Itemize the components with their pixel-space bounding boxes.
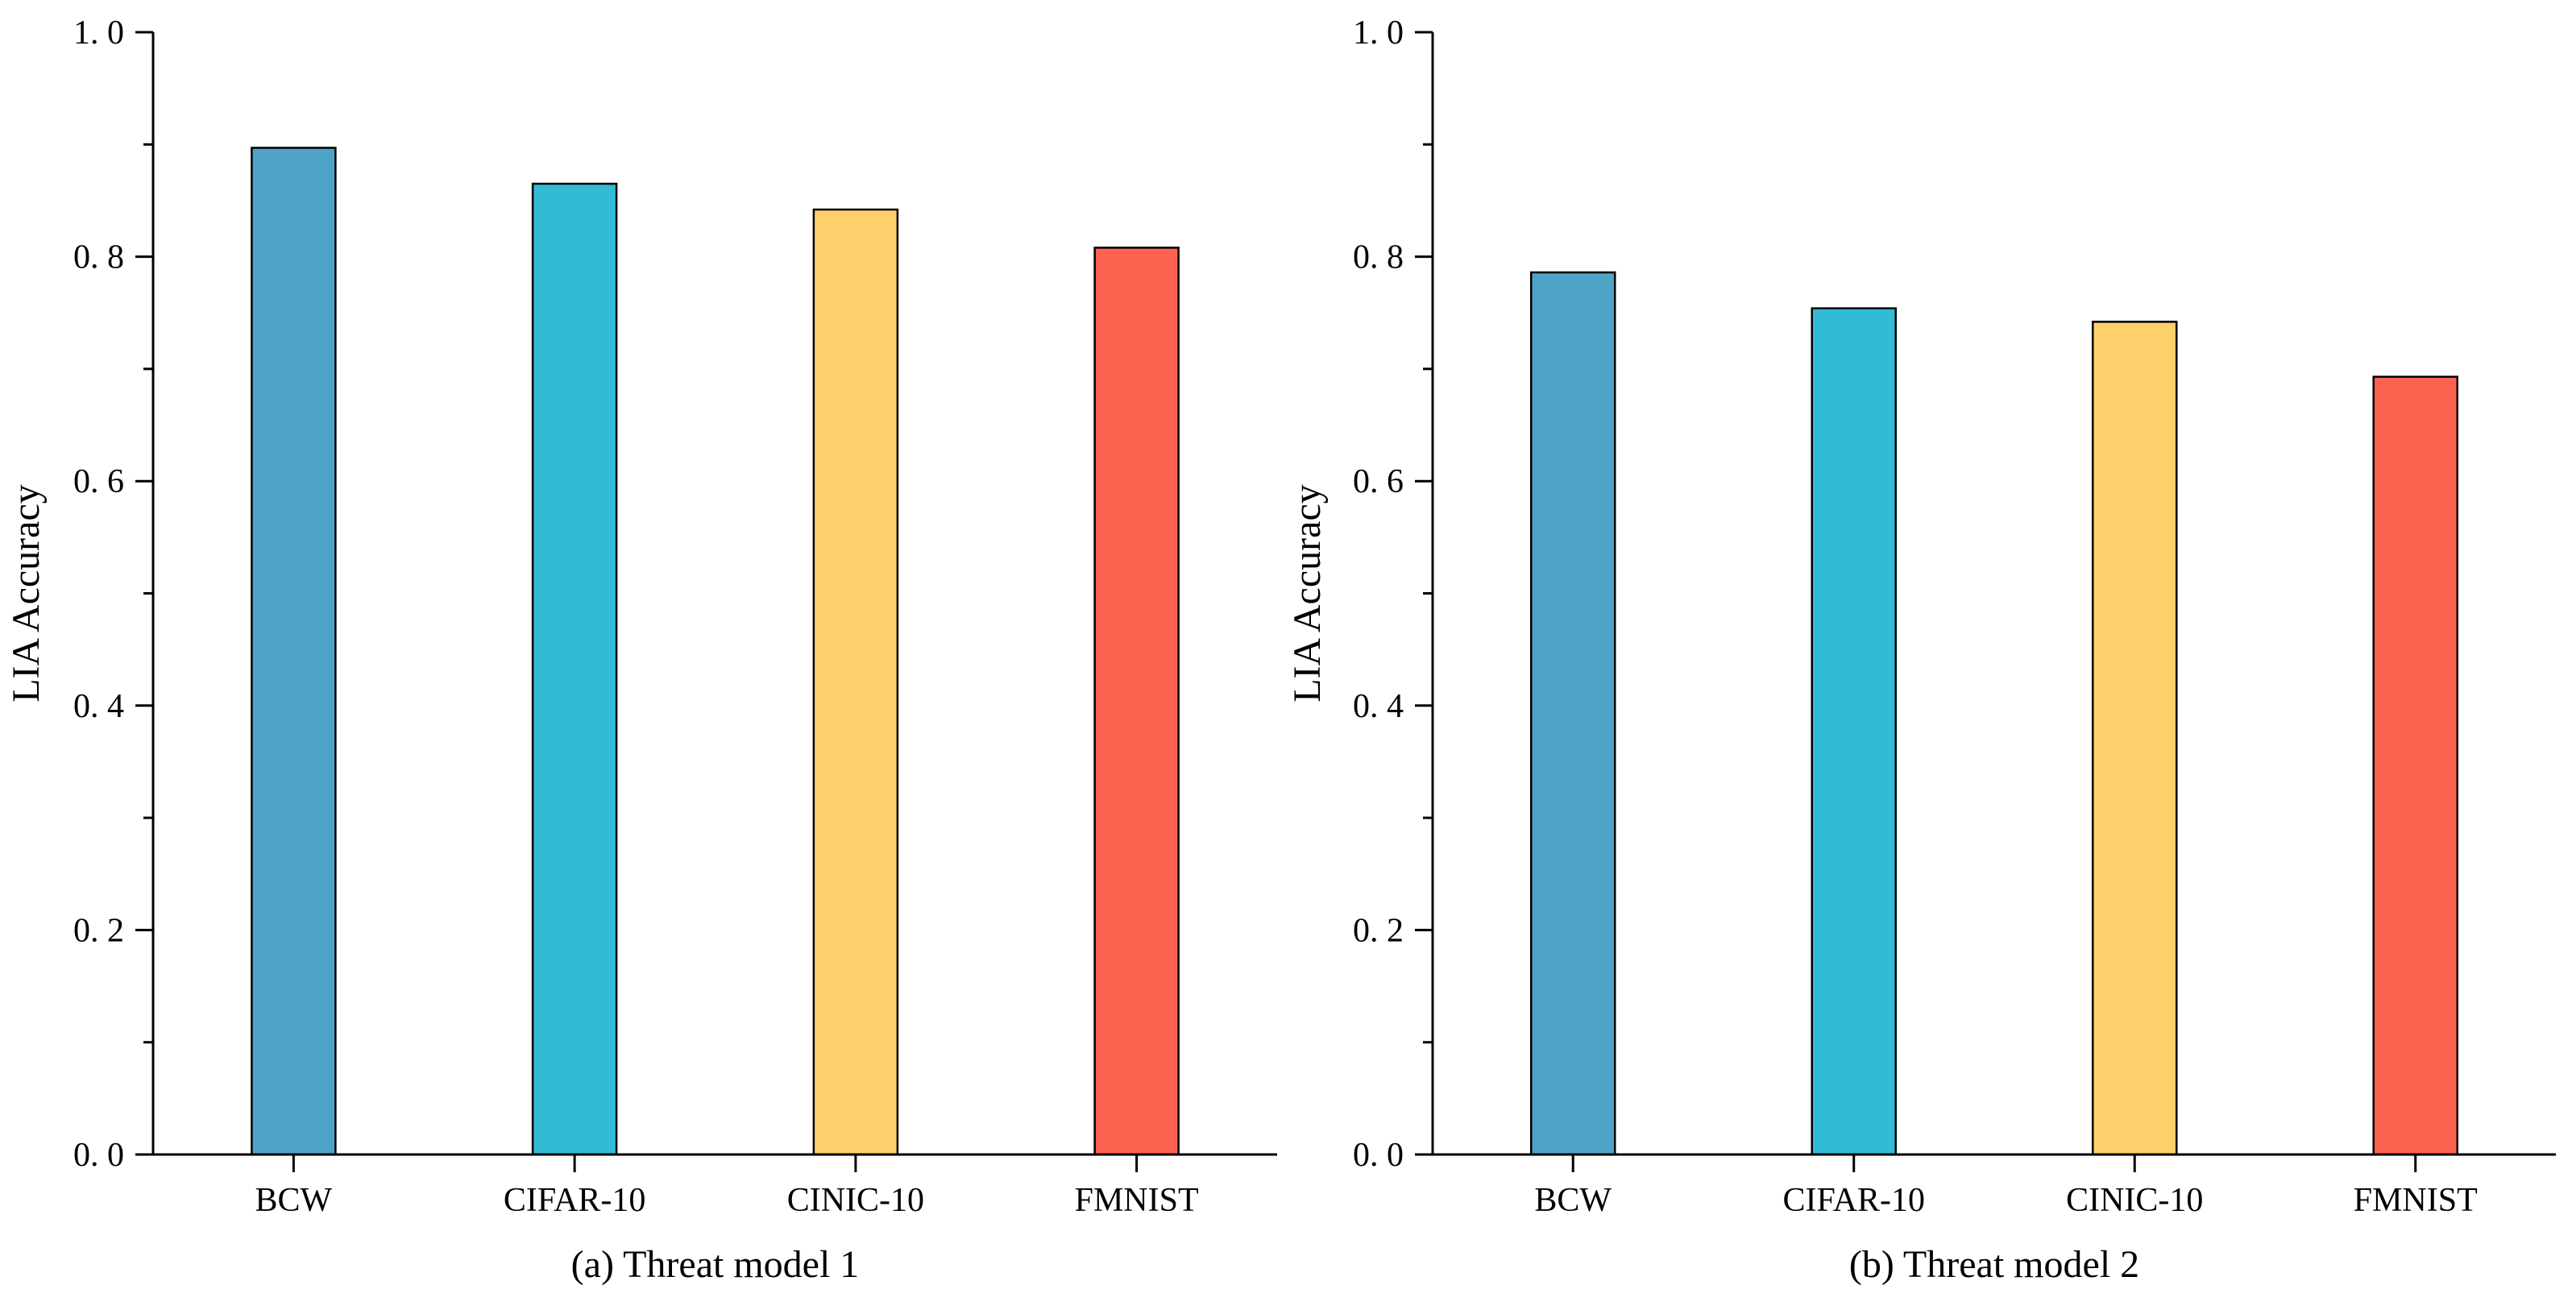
x-tick-label-a-fmnist: FMNIST: [1075, 1182, 1199, 1219]
chart-panel-a: 0. 0 0. 2 0. 4 0. 6 0. 8 1. 0 BCW CIFAR-10 CINIC…: [5, 15, 1277, 1286]
y-tick-label-a: 0. 6: [73, 463, 124, 500]
y-axis-title-b: LIA Accuracy: [1286, 484, 1329, 703]
bar-b-bcw: [1530, 271, 1616, 1156]
panel-caption-b: (b) Threat model 2: [1849, 1243, 2139, 1286]
y-tick-label-a: 0. 2: [73, 912, 124, 949]
bar-a-cinic-10: [812, 208, 899, 1156]
x-tick-label-b-cinic-10: CINIC-10: [2066, 1182, 2203, 1219]
x-tick-label-b-bcw: BCW: [1534, 1182, 1612, 1219]
bar-b-fmnist: [2372, 375, 2458, 1156]
bar-a-fmnist: [1093, 247, 1180, 1156]
y-axis-title-a: LIA Accuracy: [5, 484, 48, 703]
y-tick-label-a: 0. 0: [73, 1137, 124, 1174]
bar-b-cifar-10: [1811, 307, 1897, 1156]
y-tick-label-b: 0. 0: [1353, 1137, 1404, 1174]
bar-a-cifar-10: [531, 182, 618, 1156]
panel-caption-a: (a) Threat model 1: [571, 1243, 860, 1286]
bar-b-cinic-10: [2092, 321, 2178, 1156]
x-tick-label-a-cifar-10: CIFAR-10: [504, 1182, 646, 1219]
y-tick-label-a: 1. 0: [73, 15, 124, 52]
y-tick-label-b: 0. 2: [1353, 912, 1404, 949]
x-tick-label-a-cinic-10: CINIC-10: [787, 1182, 924, 1219]
y-tick-label-a: 0. 8: [73, 239, 124, 276]
y-tick-label-b: 0. 6: [1353, 463, 1404, 500]
x-tick-label-b-fmnist: FMNIST: [2354, 1182, 2478, 1219]
chart-panel-b: 0. 0 0. 2 0. 4 0. 6 0. 8 1. 0 BCW CIFAR-10 CINIC…: [1286, 15, 2556, 1286]
y-tick-label-a: 0. 4: [73, 688, 124, 725]
x-tick-label-a-bcw: BCW: [255, 1182, 333, 1219]
x-tick-label-b-cifar-10: CIFAR-10: [1782, 1182, 1925, 1219]
bar-a-bcw: [251, 147, 337, 1156]
y-tick-label-b: 0. 8: [1353, 239, 1404, 276]
y-tick-label-b: 0. 4: [1353, 688, 1404, 725]
y-tick-label-b: 1. 0: [1353, 15, 1404, 52]
